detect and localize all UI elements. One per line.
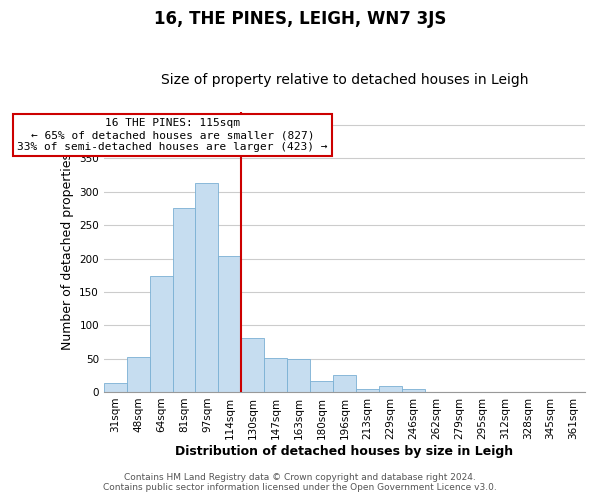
- Bar: [218, 256, 241, 392]
- Bar: [333, 376, 356, 392]
- Text: Contains HM Land Registry data © Crown copyright and database right 2024.
Contai: Contains HM Land Registry data © Crown c…: [103, 473, 497, 492]
- Bar: [379, 386, 401, 392]
- Y-axis label: Number of detached properties: Number of detached properties: [61, 154, 74, 350]
- Text: 16 THE PINES: 115sqm
← 65% of detached houses are smaller (827)
33% of semi-deta: 16 THE PINES: 115sqm ← 65% of detached h…: [17, 118, 328, 152]
- Title: Size of property relative to detached houses in Leigh: Size of property relative to detached ho…: [161, 73, 528, 87]
- Bar: [104, 384, 127, 392]
- Bar: [264, 358, 287, 392]
- Bar: [287, 358, 310, 392]
- Bar: [173, 208, 196, 392]
- Bar: [356, 388, 379, 392]
- Bar: [149, 276, 173, 392]
- Bar: [241, 338, 264, 392]
- Bar: [310, 382, 333, 392]
- Bar: [196, 183, 218, 392]
- Bar: [401, 388, 425, 392]
- Bar: [127, 356, 149, 392]
- Text: 16, THE PINES, LEIGH, WN7 3JS: 16, THE PINES, LEIGH, WN7 3JS: [154, 10, 446, 28]
- X-axis label: Distribution of detached houses by size in Leigh: Distribution of detached houses by size …: [175, 444, 514, 458]
